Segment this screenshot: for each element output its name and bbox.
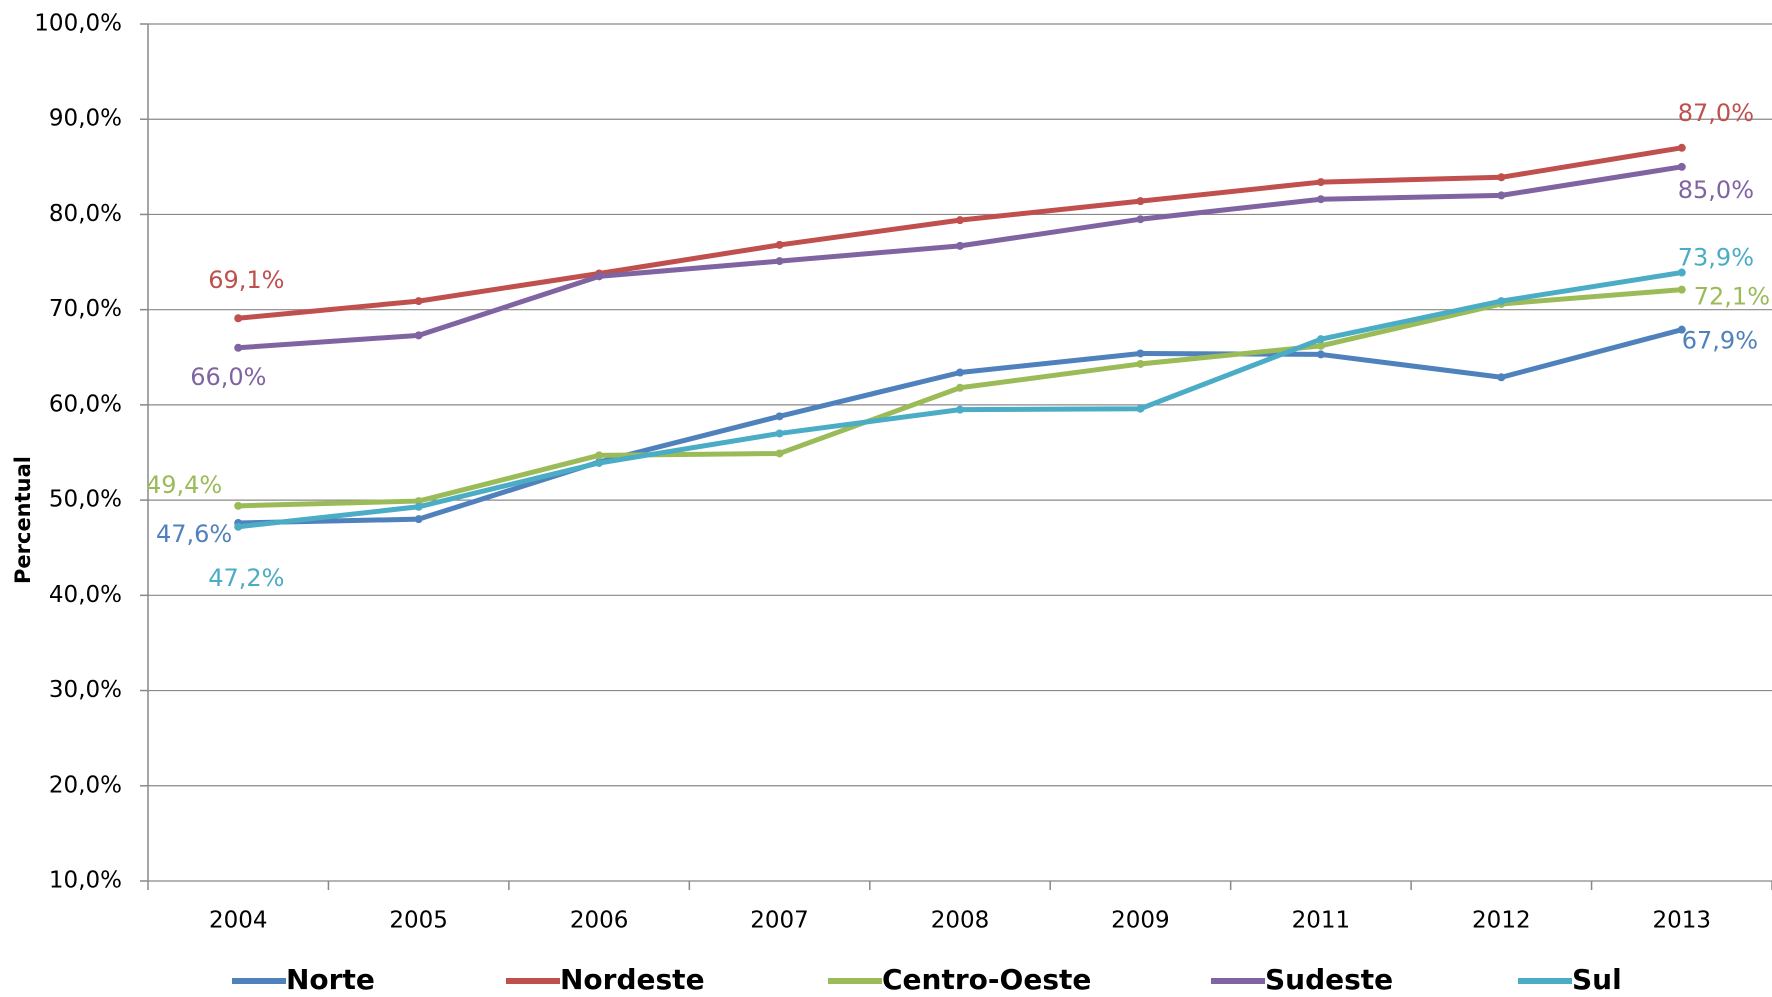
x-tick-label: 2009: [1111, 908, 1170, 934]
data-label: 73,9%: [1678, 244, 1754, 272]
y-tick-label: 20,0%: [49, 772, 122, 798]
data-point: [1316, 335, 1325, 344]
x-tick-label: 2012: [1472, 908, 1531, 934]
data-point: [1136, 197, 1145, 206]
data-label: 47,6%: [156, 520, 232, 548]
x-tick-label: 2006: [570, 908, 629, 934]
data-point: [956, 383, 964, 392]
data-point: [775, 240, 784, 249]
data-point: [595, 272, 604, 281]
series-line: [237, 145, 1683, 321]
y-tick-label: 100,0%: [34, 11, 122, 37]
y-tick-label: 70,0%: [49, 296, 122, 322]
legend-label: Centro-Oeste: [882, 963, 1091, 996]
x-tick-label: 2007: [750, 908, 809, 934]
data-point: [1316, 195, 1325, 204]
data-label: 85,0%: [1678, 176, 1754, 204]
data-point: [775, 257, 784, 266]
data-point: [595, 451, 604, 460]
x-tick-label: 2013: [1653, 908, 1712, 934]
data-point: [1497, 173, 1506, 182]
data-point: [1316, 178, 1325, 187]
data-point: [775, 429, 784, 438]
y-tick-label: 30,0%: [49, 677, 122, 703]
data-point: [234, 501, 243, 510]
legend-label: Nordeste: [560, 963, 705, 996]
y-tick-label: 10,0%: [49, 868, 122, 894]
legend-label: Norte: [286, 963, 375, 996]
data-label: 69,1%: [208, 266, 284, 294]
data-point: [1136, 359, 1145, 368]
data-point: [234, 343, 243, 352]
data-point: [414, 297, 423, 306]
x-tick-label: 2011: [1292, 908, 1351, 934]
y-tick-label: 80,0%: [49, 201, 122, 227]
data-point: [1136, 349, 1145, 358]
x-tick-label: 2005: [389, 908, 448, 934]
data-label: 72,1%: [1694, 283, 1770, 311]
data-point: [1677, 285, 1686, 294]
data-point: [956, 368, 964, 377]
data-point: [595, 458, 604, 467]
legend-label: Sul: [1572, 963, 1622, 996]
legend-label: Sudeste: [1265, 963, 1393, 996]
data-point: [234, 522, 243, 531]
y-tick-label: 50,0%: [49, 487, 122, 513]
data-point: [1677, 268, 1686, 277]
y-tick-label: 40,0%: [49, 582, 122, 608]
data-point: [414, 497, 423, 506]
data-point: [956, 405, 964, 414]
data-point: [1497, 297, 1506, 306]
data-point: [956, 241, 964, 250]
y-axis-title: Percentual: [11, 456, 35, 584]
data-point: [956, 216, 964, 225]
series-line: [237, 270, 1683, 530]
data-point: [775, 449, 784, 458]
data-label: 87,0%: [1678, 99, 1754, 127]
data-point: [1136, 215, 1145, 224]
data-point: [1316, 341, 1325, 350]
data-point: [1677, 162, 1686, 171]
series-line: [238, 164, 1683, 351]
data-label: 49,4%: [146, 471, 222, 499]
data-point: [1677, 325, 1686, 334]
data-label: 66,0%: [190, 363, 266, 391]
data-point: [1136, 404, 1145, 413]
x-tick-label: 2004: [209, 908, 268, 934]
data-point: [1497, 191, 1506, 200]
y-tick-label: 60,0%: [49, 391, 122, 417]
data-label: 47,2%: [208, 564, 284, 592]
data-point: [1677, 143, 1686, 152]
data-point: [234, 314, 243, 323]
y-tick-label: 90,0%: [49, 106, 122, 132]
data-label: 67,9%: [1682, 327, 1758, 355]
x-tick-label: 2008: [931, 908, 990, 934]
data-point: [414, 515, 423, 524]
data-point: [1316, 350, 1325, 359]
data-point: [1497, 373, 1506, 382]
data-point: [414, 331, 423, 340]
data-point: [775, 412, 784, 421]
data-point: [414, 502, 423, 511]
